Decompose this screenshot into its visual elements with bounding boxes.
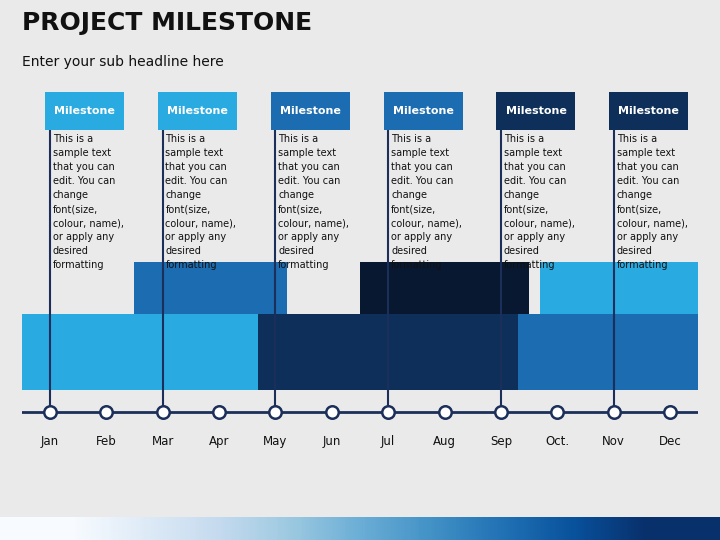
Text: Jan: Jan: [41, 435, 59, 448]
Text: May: May: [264, 435, 287, 448]
Text: This is a
sample text
that you can
edit. You can
change
font(size,
colour, name): This is a sample text that you can edit.…: [278, 134, 349, 271]
Text: This is a
sample text
that you can
edit. You can
change
font(size,
colour, name): This is a sample text that you can edit.…: [166, 134, 236, 271]
Text: Oct.: Oct.: [545, 435, 570, 448]
Bar: [518, 314, 698, 390]
Bar: [135, 262, 287, 314]
Text: Aug: Aug: [433, 435, 456, 448]
Text: Jul: Jul: [381, 435, 395, 448]
Text: PROJECT MILESTONE: PROJECT MILESTONE: [22, 11, 312, 35]
Text: Enter your sub headline here: Enter your sub headline here: [22, 55, 223, 69]
Bar: [271, 92, 350, 130]
Text: Milestone: Milestone: [54, 106, 115, 116]
Text: Milestone: Milestone: [505, 106, 567, 116]
Text: Jun: Jun: [323, 435, 341, 448]
Text: Sep: Sep: [490, 435, 512, 448]
Text: Milestone: Milestone: [167, 106, 228, 116]
Bar: [360, 262, 529, 314]
Text: This is a
sample text
that you can
edit. You can
change
font(size,
colour, name): This is a sample text that you can edit.…: [616, 134, 688, 271]
Text: Nov: Nov: [603, 435, 625, 448]
Bar: [384, 92, 463, 130]
Bar: [45, 92, 125, 130]
Text: This is a
sample text
that you can
edit. You can
change
font(size,
colour, name): This is a sample text that you can edit.…: [504, 134, 575, 271]
Bar: [258, 314, 518, 390]
Text: This is a
sample text
that you can
edit. You can
change
font(size,
colour, name): This is a sample text that you can edit.…: [391, 134, 462, 271]
Bar: [609, 92, 688, 130]
Text: Milestone: Milestone: [618, 106, 679, 116]
Text: Feb: Feb: [96, 435, 117, 448]
Text: Dec: Dec: [659, 435, 682, 448]
Bar: [497, 92, 575, 130]
Text: Milestone: Milestone: [392, 106, 454, 116]
Text: Apr: Apr: [209, 435, 229, 448]
Bar: [541, 262, 698, 314]
Text: Mar: Mar: [151, 435, 174, 448]
Bar: [22, 314, 258, 390]
Bar: [158, 92, 237, 130]
Text: This is a
sample text
that you can
edit. You can
change
font(size,
colour, name): This is a sample text that you can edit.…: [53, 134, 124, 271]
Text: Milestone: Milestone: [280, 106, 341, 116]
